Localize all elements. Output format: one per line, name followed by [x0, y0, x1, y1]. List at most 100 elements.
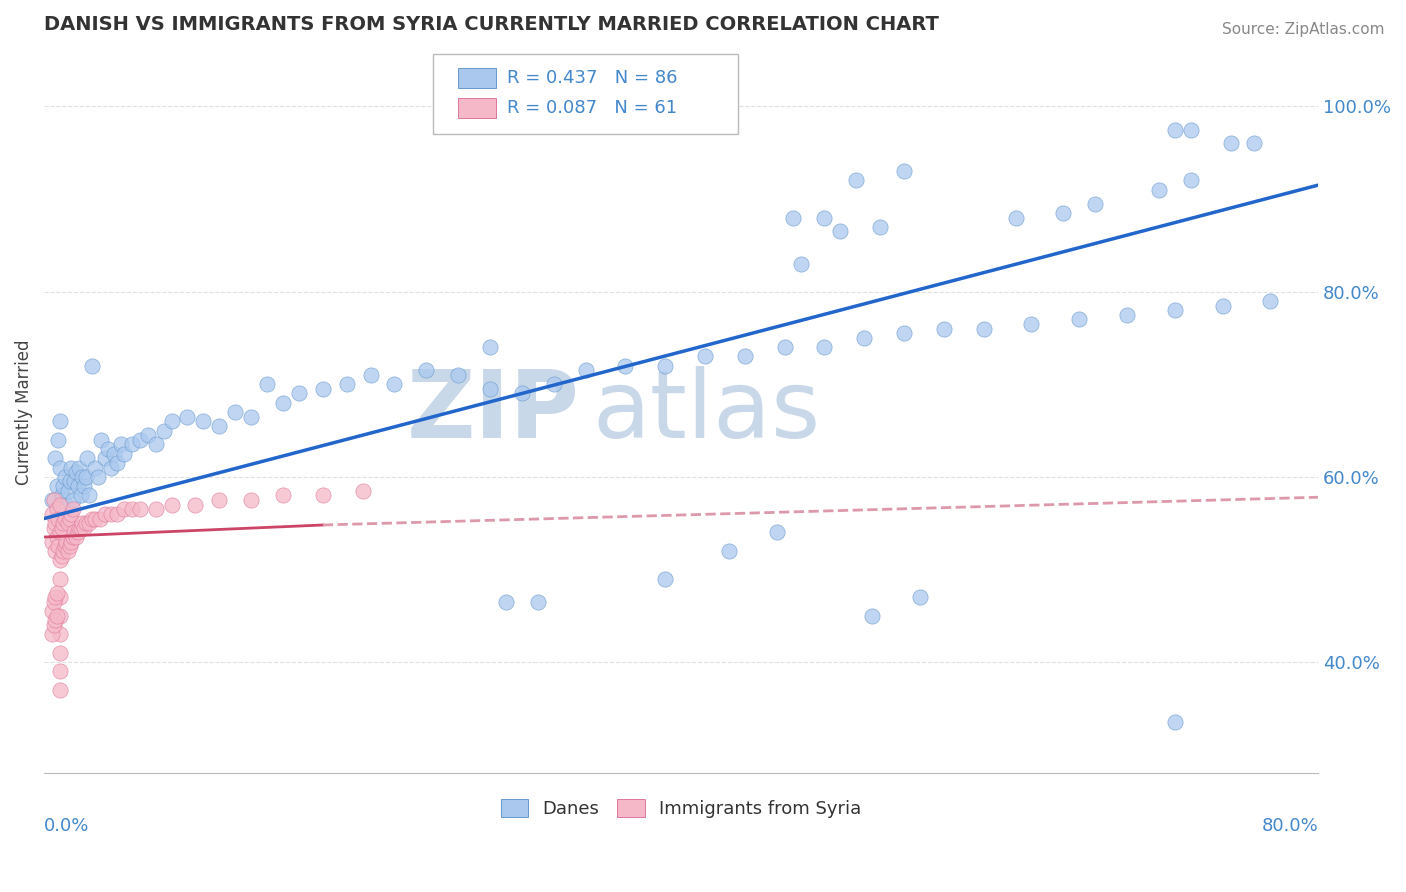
- Point: [58, 475, 80, 489]
- Point: [75, 470, 97, 484]
- Point: [41, 627, 63, 641]
- Text: R = 0.437   N = 86: R = 0.437 N = 86: [506, 70, 678, 87]
- Point: [65, 465, 87, 479]
- Point: [41, 604, 63, 618]
- Point: [41, 507, 63, 521]
- Point: [136, 428, 159, 442]
- Text: atlas: atlas: [592, 366, 820, 458]
- Point: [908, 591, 931, 605]
- Point: [48, 539, 70, 553]
- Point: [51, 521, 73, 535]
- Point: [103, 447, 125, 461]
- Point: [1069, 312, 1091, 326]
- Point: [55, 498, 77, 512]
- Point: [128, 502, 150, 516]
- Point: [58, 511, 80, 525]
- Point: [110, 437, 132, 451]
- Point: [52, 544, 75, 558]
- Point: [973, 321, 995, 335]
- Point: [782, 211, 804, 225]
- Legend: Danes, Immigrants from Syria: Danes, Immigrants from Syria: [494, 792, 869, 826]
- Point: [193, 414, 215, 428]
- Point: [352, 483, 374, 498]
- Point: [105, 507, 128, 521]
- Point: [145, 437, 167, 451]
- Point: [75, 516, 97, 530]
- Point: [789, 257, 811, 271]
- Point: [1116, 308, 1139, 322]
- Point: [42, 595, 65, 609]
- Point: [112, 502, 135, 516]
- Point: [56, 516, 79, 530]
- Point: [853, 331, 876, 345]
- Text: 80.0%: 80.0%: [1261, 816, 1319, 835]
- Point: [654, 359, 676, 373]
- Point: [73, 521, 96, 535]
- Point: [176, 409, 198, 424]
- Point: [45, 479, 67, 493]
- Point: [765, 525, 787, 540]
- Point: [84, 460, 107, 475]
- Point: [60, 507, 83, 521]
- Point: [1260, 293, 1282, 308]
- Point: [336, 377, 359, 392]
- Point: [1021, 317, 1043, 331]
- Point: [479, 340, 502, 354]
- Point: [42, 618, 65, 632]
- Point: [80, 511, 103, 525]
- Point: [45, 608, 67, 623]
- Point: [160, 414, 183, 428]
- Point: [56, 544, 79, 558]
- Point: [44, 516, 66, 530]
- Point: [312, 488, 335, 502]
- Point: [160, 498, 183, 512]
- Point: [510, 386, 533, 401]
- Point: [62, 493, 84, 508]
- Point: [693, 350, 716, 364]
- Point: [49, 646, 72, 660]
- Point: [72, 470, 94, 484]
- Point: [1180, 173, 1202, 187]
- Point: [49, 525, 72, 540]
- Point: [360, 368, 382, 382]
- Point: [45, 585, 67, 599]
- Point: [256, 377, 278, 392]
- FancyBboxPatch shape: [433, 54, 738, 134]
- Point: [56, 483, 79, 498]
- Point: [62, 530, 84, 544]
- Point: [1164, 122, 1187, 136]
- Point: [67, 521, 90, 535]
- Point: [90, 433, 112, 447]
- Point: [44, 591, 66, 605]
- Point: [152, 424, 174, 438]
- Text: Source: ZipAtlas.com: Source: ZipAtlas.com: [1222, 22, 1385, 37]
- Point: [1243, 136, 1265, 151]
- Point: [45, 530, 67, 544]
- Text: DANISH VS IMMIGRANTS FROM SYRIA CURRENTLY MARRIED CORRELATION CHART: DANISH VS IMMIGRANTS FROM SYRIA CURRENTL…: [44, 15, 939, 34]
- Point: [1212, 299, 1234, 313]
- Point: [66, 525, 89, 540]
- Point: [1219, 136, 1241, 151]
- Point: [69, 488, 91, 502]
- Point: [49, 665, 72, 679]
- Point: [1164, 715, 1187, 730]
- Point: [112, 447, 135, 461]
- Point: [415, 363, 437, 377]
- Point: [384, 377, 406, 392]
- Point: [76, 451, 98, 466]
- Point: [52, 479, 75, 493]
- Point: [45, 502, 67, 516]
- Point: [48, 511, 70, 525]
- Point: [49, 414, 72, 428]
- Point: [49, 682, 72, 697]
- Point: [830, 224, 852, 238]
- Point: [717, 544, 740, 558]
- Point: [49, 608, 72, 623]
- Point: [1147, 183, 1170, 197]
- Point: [89, 511, 111, 525]
- Y-axis label: Currently Married: Currently Married: [15, 339, 32, 484]
- Point: [58, 539, 80, 553]
- Bar: [458, 98, 496, 118]
- Point: [87, 470, 110, 484]
- Point: [813, 211, 835, 225]
